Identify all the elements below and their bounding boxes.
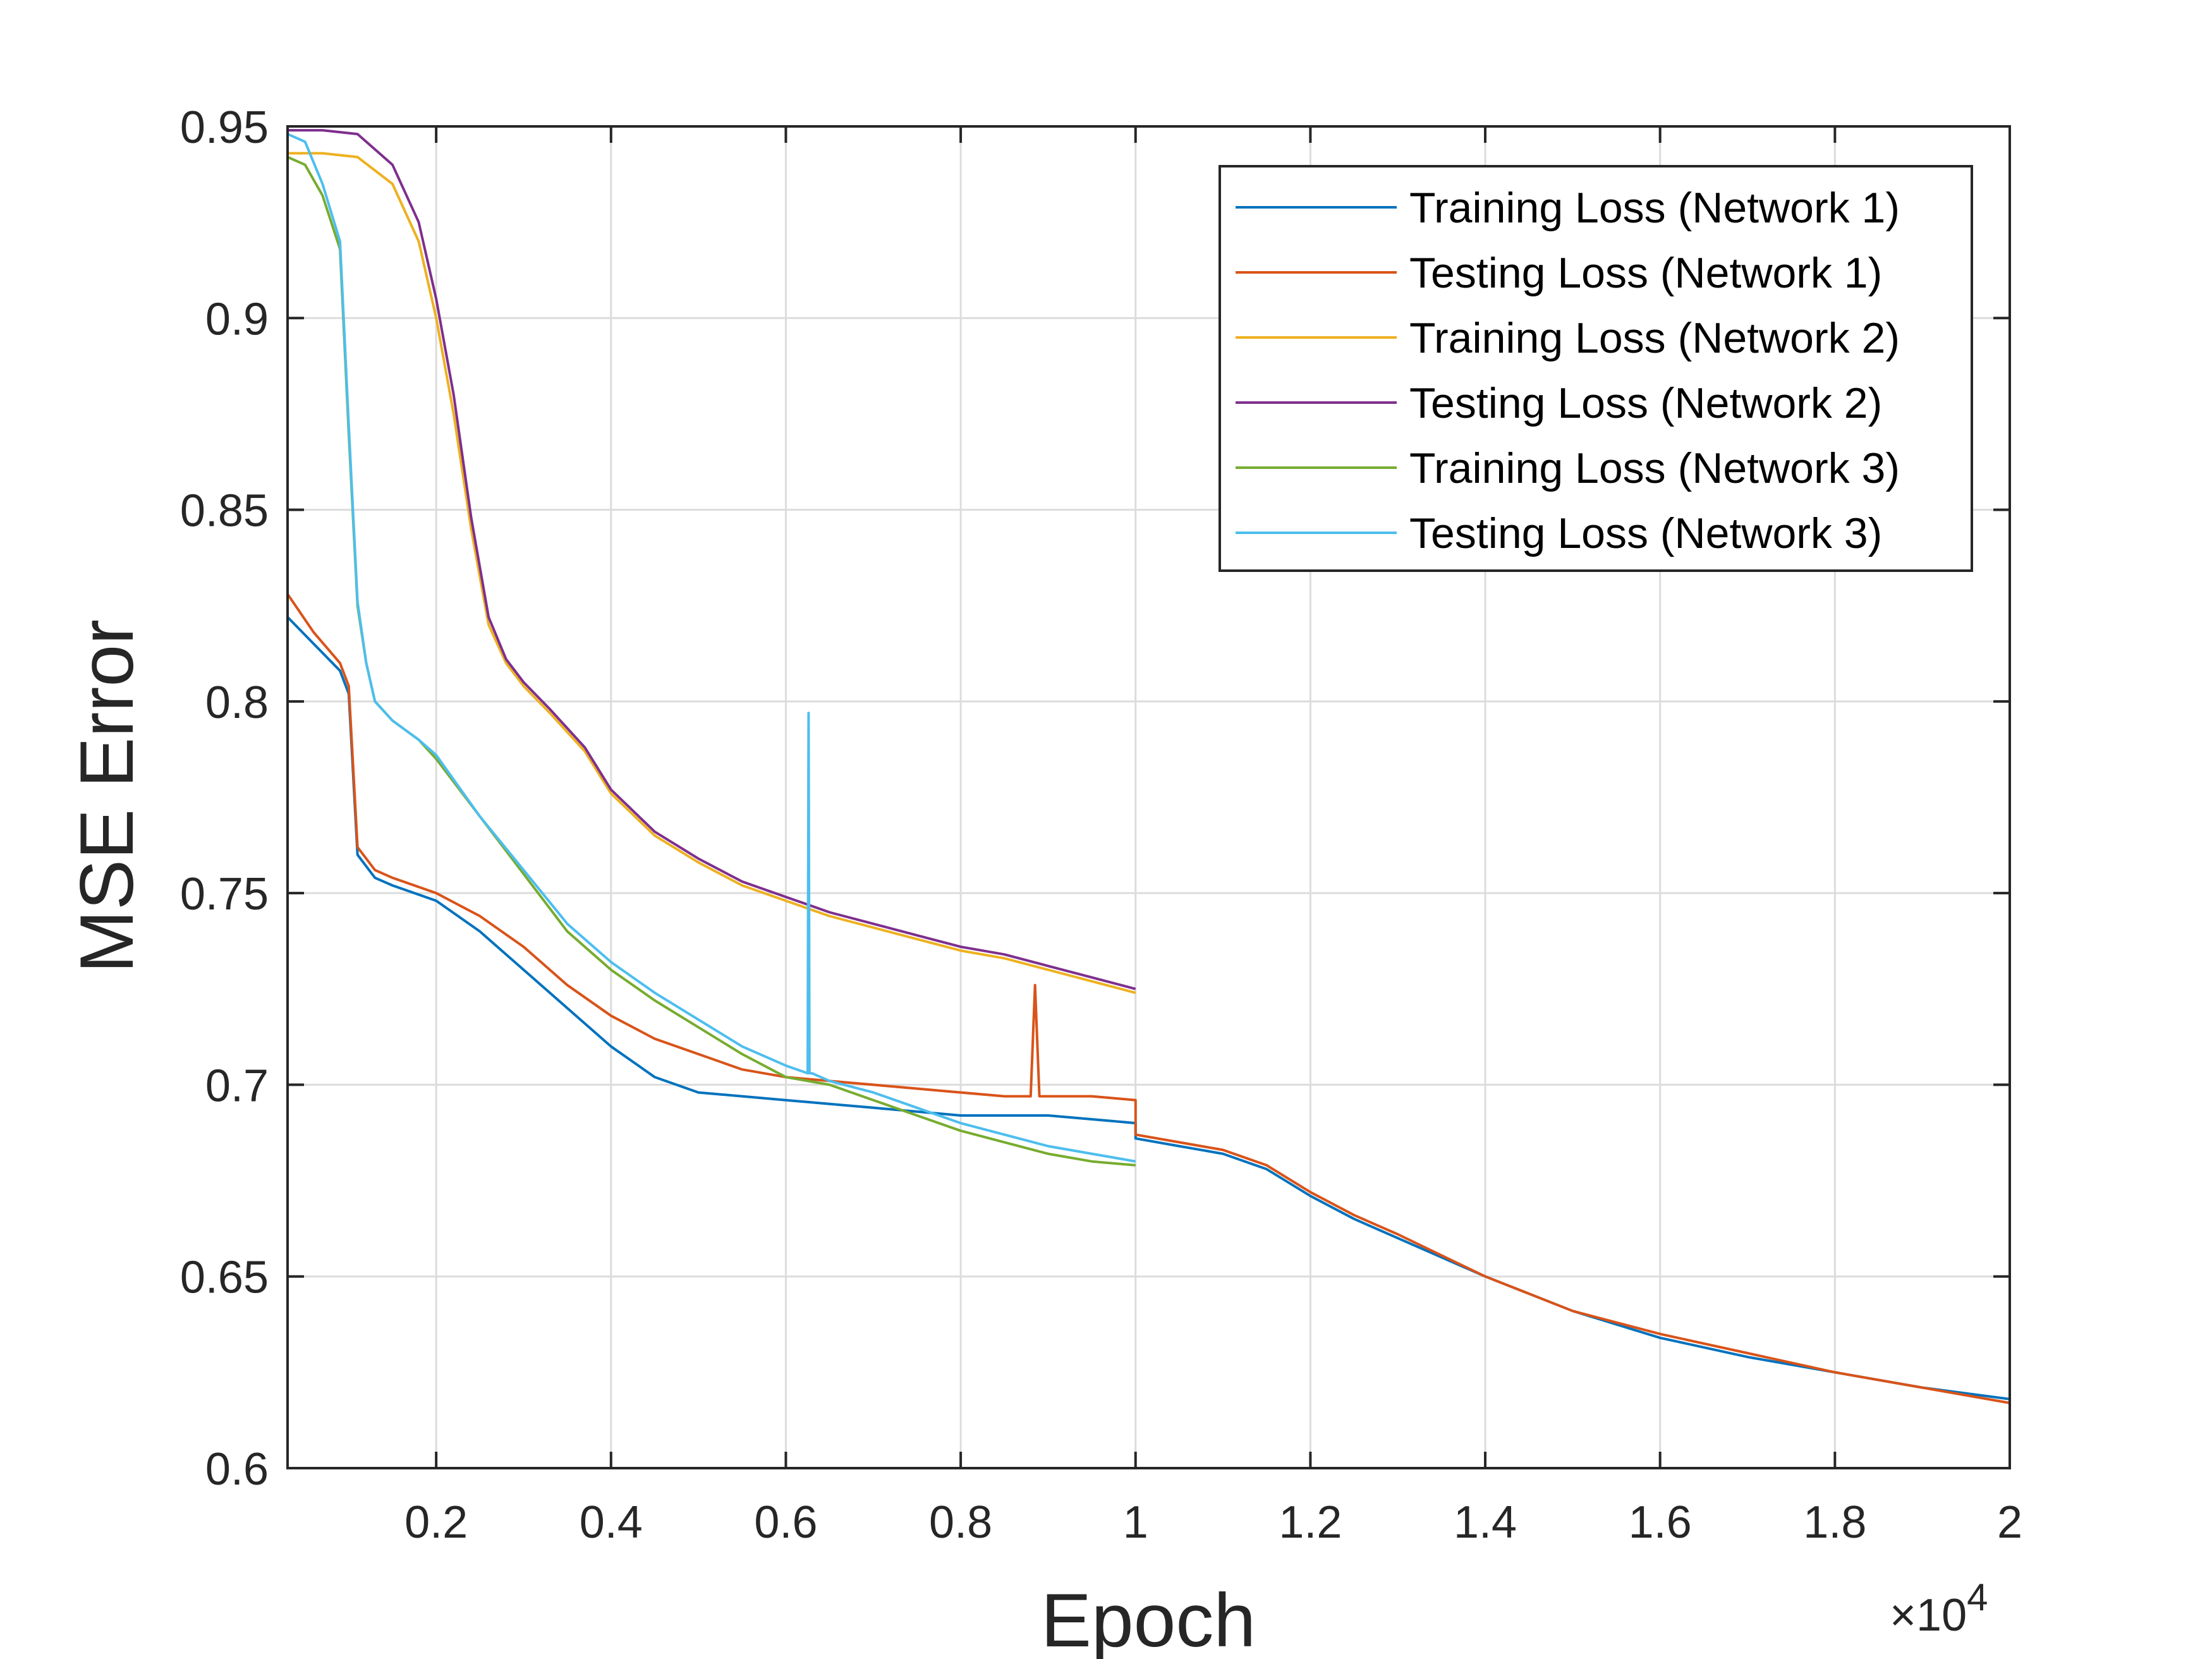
series-line-2 (286, 593, 2010, 1404)
legend-label-3: Training Loss (Network 2) (1409, 314, 1900, 362)
x-tick-label: 1 (1123, 1497, 1148, 1548)
series-lines (286, 129, 2010, 1404)
legend-label-1: Training Loss (Network 1) (1409, 184, 1900, 232)
x-tick-label: 0.8 (929, 1497, 992, 1548)
x-tick-label: 1.2 (1279, 1497, 1342, 1548)
y-tick-labels: 0.6 0.65 0.7 0.75 0.8 0.85 0.9 0.95 (180, 102, 269, 1495)
y-tick-label: 0.95 (180, 102, 269, 153)
legend-box (1218, 165, 1973, 572)
x-tick-labels: 0.2 0.4 0.6 0.8 1 1.2 1.4 1.6 1.8 2 (404, 1497, 2022, 1548)
x-exponent-power: 4 (1967, 1576, 1988, 1619)
y-axis-label: MSE Error (64, 619, 149, 973)
y-tick-label: 0.65 (180, 1253, 269, 1303)
y-tick-label: 0.85 (180, 486, 269, 537)
legend-label-5: Training Loss (Network 3) (1409, 444, 1900, 492)
legend: Training Loss (Network 1) Testing Loss (N… (1218, 165, 1973, 572)
legend-label-6: Testing Loss (Network 3) (1409, 509, 1882, 557)
x-tick-label: 1.6 (1629, 1497, 1692, 1548)
x-exponent-base: ×10 (1890, 1590, 1967, 1641)
axes-box (286, 125, 2011, 1469)
x-tick-label: 2 (1997, 1497, 2022, 1548)
series-line-4 (288, 129, 1136, 990)
legend-label-4: Testing Loss (Network 2) (1409, 379, 1882, 427)
series-line-6 (287, 133, 1136, 1163)
y-tick-label: 0.6 (205, 1444, 269, 1495)
x-exponent-label: ×104 (1890, 1576, 1988, 1641)
x-tick-label: 0.2 (404, 1497, 468, 1548)
x-tick-label: 0.6 (754, 1497, 817, 1548)
legend-label-2: Testing Loss (Network 1) (1409, 249, 1882, 297)
series-line-3 (288, 152, 1136, 994)
y-tick-label: 0.9 (205, 294, 269, 344)
x-tick-label: 0.4 (580, 1497, 643, 1548)
x-tick-label: 1.4 (1454, 1497, 1517, 1548)
x-tick-label: 1.8 (1803, 1497, 1866, 1548)
tick-marks (288, 125, 2011, 1469)
y-tick-label: 0.7 (205, 1060, 269, 1111)
y-tick-label: 0.8 (205, 678, 269, 728)
y-tick-label: 0.75 (180, 869, 269, 920)
x-axis-label: Epoch (1041, 1578, 1256, 1659)
